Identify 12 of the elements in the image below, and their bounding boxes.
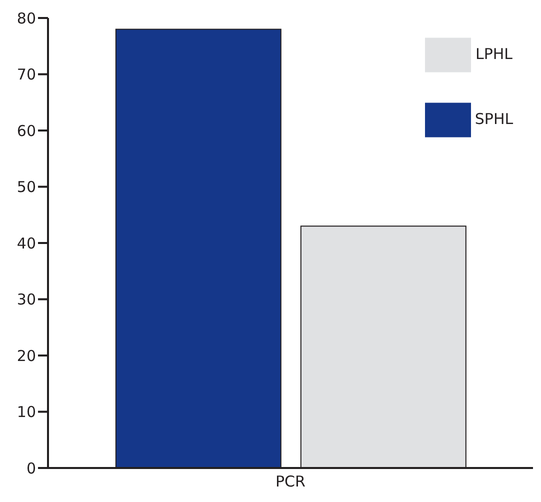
y-tick-label: 80 xyxy=(16,9,36,28)
y-tick-label: 10 xyxy=(16,403,36,422)
x-tick-label: PCR xyxy=(276,472,306,491)
legend-label: LPHL xyxy=(475,45,513,63)
y-tick-label: 70 xyxy=(16,66,36,84)
y-tick-label: 0 xyxy=(26,459,36,478)
y-tick-label: 20 xyxy=(16,346,36,365)
y-tick-label: 40 xyxy=(16,234,36,252)
y-tick-label: 60 xyxy=(16,122,36,140)
y-tick-label: 30 xyxy=(16,290,36,309)
y-tick-label: 50 xyxy=(16,178,36,196)
legend-label: SPHL xyxy=(474,110,514,128)
